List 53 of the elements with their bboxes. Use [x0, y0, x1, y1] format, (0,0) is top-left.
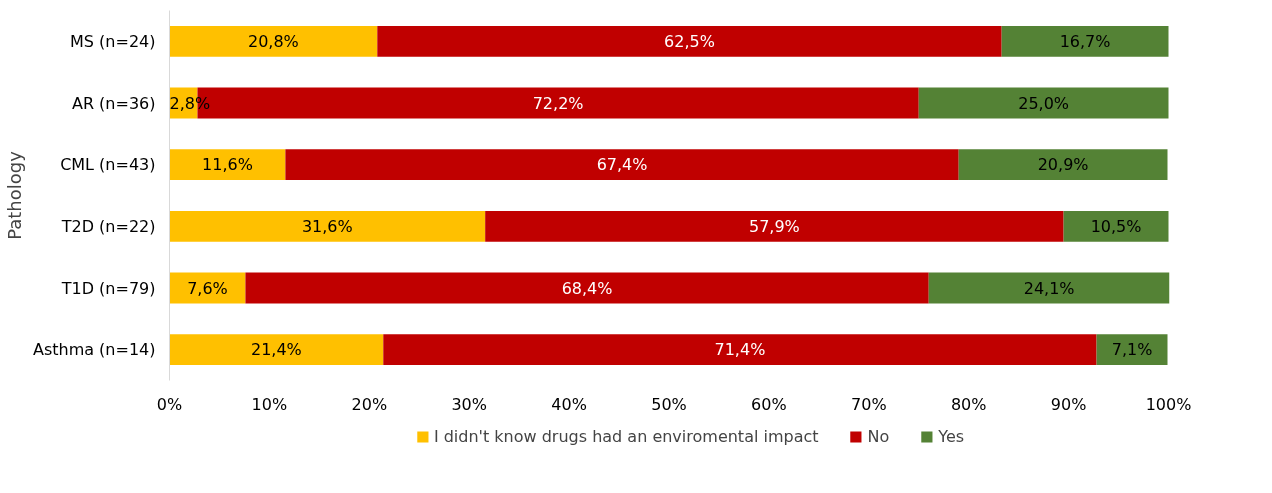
bar — [1001, 25, 1169, 57]
bar — [383, 334, 1097, 366]
x-tick-label: 70% — [851, 394, 887, 414]
legend-label: Yes — [938, 426, 965, 446]
data-label: 16,7% — [1059, 31, 1111, 51]
y-tick-label: CML (n=43) — [60, 155, 156, 175]
bar — [169, 149, 286, 181]
x-tick-label: 100% — [1145, 394, 1192, 414]
x-tick-label: 40% — [551, 394, 587, 414]
data-label: 62,5% — [664, 31, 715, 51]
data-label: 20,8% — [247, 31, 299, 51]
y-axis-title: Pathology — [3, 150, 25, 240]
x-tick-label: 10% — [251, 394, 288, 414]
bar — [285, 149, 959, 181]
data-label: 10,5% — [1090, 216, 1142, 236]
x-tick-label: 90% — [1050, 394, 1087, 414]
legend-label: No — [867, 426, 890, 446]
x-tick-label: 0% — [156, 394, 183, 414]
bar — [377, 25, 1002, 57]
x-tick-label: 30% — [451, 394, 487, 414]
x-tick-label: 50% — [651, 394, 687, 414]
data-label: 21,4% — [250, 340, 302, 360]
x-tick-label: 60% — [751, 394, 787, 414]
data-label: 57,9% — [748, 216, 800, 236]
data-label: 7,1% — [1111, 340, 1153, 360]
data-label: 25,0% — [1018, 93, 1070, 113]
legend-label: I didn't know drugs had an enviromental impact — [433, 426, 819, 446]
bar — [918, 87, 1169, 119]
data-label: 24,1% — [1023, 278, 1075, 298]
x-tick-label: 20% — [351, 394, 388, 414]
bar — [485, 210, 1064, 242]
y-tick-label: Asthma (n=14) — [32, 340, 156, 360]
y-tick-label: T1D (n=79) — [60, 278, 156, 298]
data-label: 11,6% — [202, 155, 253, 175]
bar — [245, 272, 929, 304]
bar — [169, 210, 486, 242]
y-tick-label: MS (n=24) — [70, 31, 156, 51]
data-label: 72,2% — [532, 93, 584, 113]
bar — [169, 334, 384, 366]
bar — [1063, 210, 1169, 242]
bar — [169, 25, 378, 57]
bar — [928, 272, 1170, 304]
y-tick-label: T2D (n=22) — [60, 216, 156, 236]
data-label: 71,4% — [714, 340, 766, 360]
y-tick-label: AR (n=36) — [71, 93, 156, 113]
bar — [1096, 334, 1168, 366]
bar — [958, 149, 1168, 181]
data-label: 31,6% — [301, 216, 353, 236]
data-label: 20,9% — [1037, 155, 1089, 175]
data-label: 67,4% — [596, 155, 648, 175]
x-tick-label: 80% — [950, 394, 987, 414]
data-label: 68,4% — [561, 278, 613, 298]
data-label: 7,6% — [187, 278, 228, 298]
